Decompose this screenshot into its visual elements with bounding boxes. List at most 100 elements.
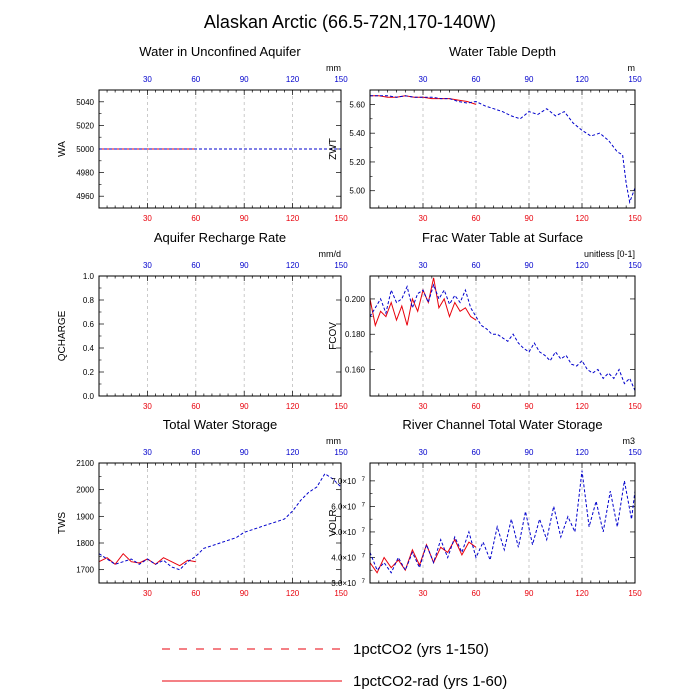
- legend-item: 1pctCO2 (yrs 1-150): [162, 641, 489, 658]
- y-tick-exponent: 7: [362, 528, 366, 534]
- y-tick-label: 2000: [76, 486, 94, 495]
- y-tick-label: 6.0×10: [331, 502, 356, 511]
- y-tick-label: 0.2: [83, 368, 95, 377]
- x-tick-label: 90: [240, 589, 249, 598]
- x-tick-label-top: 60: [191, 261, 200, 270]
- x-tick-label-top: 60: [472, 448, 481, 457]
- x-tick-label-top: 150: [628, 448, 642, 457]
- plot-area: [370, 95, 635, 205]
- x-tick-label-top: 30: [419, 448, 428, 457]
- plot-area: [370, 470, 635, 574]
- x-tick-label-top: 150: [628, 261, 642, 270]
- x-tick-label-top: 150: [334, 448, 348, 457]
- y-tick-label: 5.40: [349, 129, 365, 138]
- x-tick-label-top: 30: [419, 75, 428, 84]
- panel-title: Total Water Storage: [163, 417, 277, 432]
- axis-ylabel: WA: [57, 141, 68, 157]
- x-tick-label: 90: [525, 214, 534, 223]
- y-tick-label: 1.0: [83, 272, 95, 281]
- x-tick-label: 90: [525, 589, 534, 598]
- panel-title: Water in Unconfined Aquifer: [139, 44, 301, 59]
- y-tick-label: 5020: [76, 121, 94, 130]
- y-tick-label: 3.0×10: [331, 579, 356, 588]
- x-tick-label: 150: [628, 402, 642, 411]
- plot-area: [370, 277, 635, 391]
- x-tick-label-top: 60: [191, 75, 200, 84]
- x-tick-label-top: 90: [240, 261, 249, 270]
- panel-units: m: [628, 63, 636, 73]
- x-tick-label: 120: [286, 402, 300, 411]
- x-tick-label: 60: [191, 214, 200, 223]
- x-tick-label-top: 60: [472, 75, 481, 84]
- panel-units: mm: [326, 436, 341, 446]
- y-tick-label: 5.60: [349, 100, 365, 109]
- panel-units: m3: [622, 436, 635, 446]
- panel-tws: Total Water Storage mm TWS 30 30 60 60 90 90 120 1…: [57, 417, 348, 598]
- y-tick-label: 4960: [76, 192, 94, 201]
- x-tick-label: 60: [472, 589, 481, 598]
- x-tick-label: 150: [628, 589, 642, 598]
- x-tick-label-top: 90: [525, 261, 534, 270]
- y-tick-label: 5.00: [349, 187, 365, 196]
- plot-frame: [98, 89, 342, 209]
- figure-title: Alaskan Arctic (66.5-72N,170-140W): [204, 12, 496, 32]
- y-tick-label: 1800: [76, 539, 94, 548]
- panel-zwt: Water Table Depth m ZWT 30 30 60 60 90 90 120 120 1…: [328, 44, 642, 223]
- plot-frame: [369, 89, 636, 209]
- legend-item: 1pctCO2-rad (yrs 1-60): [162, 673, 507, 690]
- x-tick-label: 120: [286, 589, 300, 598]
- y-tick-label: 4.0×10: [331, 553, 356, 562]
- x-tick-label-top: 120: [286, 75, 300, 84]
- series-line-1pctco2: [370, 283, 635, 391]
- panel-units: mm/d: [319, 249, 342, 259]
- legend-label-1pctco2: 1pctCO2 (yrs 1-150): [353, 641, 489, 658]
- y-tick-label: 5.0×10: [331, 528, 356, 537]
- panel-title: River Channel Total Water Storage: [402, 417, 602, 432]
- x-tick-label: 60: [472, 214, 481, 223]
- x-tick-label-top: 90: [525, 75, 534, 84]
- plot-area: [99, 472, 341, 571]
- x-tick-label: 150: [628, 214, 642, 223]
- x-tick-label-top: 120: [286, 261, 300, 270]
- x-tick-label-top: 60: [191, 448, 200, 457]
- y-tick-label: 1700: [76, 566, 94, 575]
- y-tick-label: 0.6: [83, 320, 95, 329]
- x-tick-label: 60: [472, 402, 481, 411]
- x-tick-label-top: 150: [334, 261, 348, 270]
- plot-frame: [369, 275, 636, 397]
- x-tick-label-top: 120: [575, 448, 589, 457]
- y-tick-label: 0.4: [83, 344, 95, 353]
- panel-title: Water Table Depth: [449, 44, 556, 59]
- x-tick-label: 30: [143, 589, 152, 598]
- y-tick-label: 0.0: [83, 392, 95, 401]
- panel-units: unitless [0-1]: [584, 249, 635, 259]
- y-tick-label: 5.20: [349, 158, 365, 167]
- x-tick-label-top: 30: [143, 261, 152, 270]
- y-tick-label: 4980: [76, 169, 94, 178]
- series-line-1pctco2: [99, 472, 341, 571]
- axis-ylabel: QCHARGE: [57, 310, 68, 361]
- x-tick-label-top: 60: [472, 261, 481, 270]
- panels: Water in Unconfined Aquifer mm WA 30 30 60 60 9…: [57, 44, 642, 598]
- panel-wa: Water in Unconfined Aquifer mm WA 30 30 60 60 9…: [57, 44, 348, 223]
- x-tick-label: 60: [191, 589, 200, 598]
- y-tick-label: 7.0×10: [331, 477, 356, 486]
- y-tick-exponent: 7: [362, 553, 366, 559]
- panel-units: mm: [326, 63, 341, 73]
- y-tick-label: 5000: [76, 145, 94, 154]
- y-tick-label: 0.160: [345, 366, 366, 375]
- x-tick-label: 150: [334, 402, 348, 411]
- y-tick-label: 2100: [76, 459, 94, 468]
- x-tick-label-top: 120: [575, 261, 589, 270]
- x-tick-label-top: 150: [334, 75, 348, 84]
- x-tick-label: 150: [334, 589, 348, 598]
- y-tick-label: 0.200: [345, 295, 366, 304]
- y-tick-exponent: 7: [362, 477, 366, 483]
- y-tick-label: 5040: [76, 98, 94, 107]
- x-tick-label: 30: [143, 214, 152, 223]
- x-tick-label: 90: [240, 402, 249, 411]
- plot-frame: [98, 275, 342, 397]
- legend: 1pctCO2 (yrs 1-150) 1pctCO2-rad (yrs 1-6…: [162, 641, 507, 690]
- panel-title: Aquifer Recharge Rate: [154, 230, 286, 245]
